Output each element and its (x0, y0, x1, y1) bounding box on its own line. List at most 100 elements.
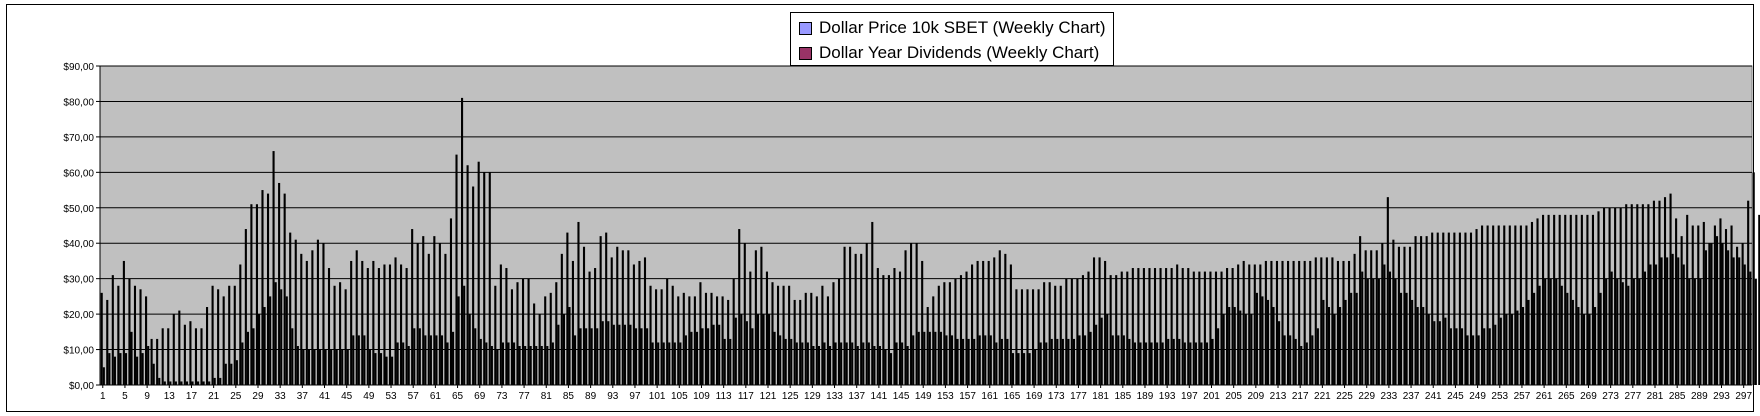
x-tick-label: 201 (1203, 391, 1220, 402)
bar-price (1625, 204, 1628, 385)
legend-label-price: Dollar Price 10k SBET (Weekly Chart) (819, 18, 1106, 37)
bar-price (106, 299, 109, 385)
bar-dividends (662, 342, 665, 385)
bar-price (1159, 268, 1162, 385)
bar-price (1364, 250, 1367, 385)
bar-price (278, 182, 281, 385)
bar-dividends (102, 367, 105, 385)
bar-dividends (1355, 292, 1358, 385)
x-tick-label: 197 (1181, 391, 1198, 402)
bar-dividends (679, 342, 682, 385)
bar-price (749, 271, 752, 385)
bar-price (355, 250, 358, 385)
bar-dividends (1156, 342, 1159, 385)
bar-dividends (257, 314, 261, 385)
bar-price (1680, 236, 1683, 385)
bar-price (183, 324, 186, 385)
x-tick-label: 297 (1735, 391, 1752, 402)
bar-price (1547, 214, 1550, 385)
bar-dividends (1233, 307, 1236, 385)
x-tick-label: 221 (1314, 391, 1331, 402)
bar-dividends (208, 381, 211, 385)
bar-price (239, 264, 242, 385)
bar-dividends (346, 349, 349, 385)
bar-price (1004, 253, 1007, 385)
bar-price (361, 260, 364, 385)
bar-dividends (779, 335, 782, 385)
x-tick-label: 177 (1070, 391, 1087, 402)
x-tick-label: 29 (252, 391, 264, 402)
bar-price (971, 264, 974, 385)
bar-dividends (1749, 271, 1752, 385)
bar-price (954, 278, 957, 385)
x-tick-label: 133 (826, 391, 843, 402)
bar-price (566, 232, 569, 385)
bar-dividends (618, 324, 621, 385)
bar-dividends (1383, 264, 1386, 385)
bar-price (422, 236, 425, 385)
bar-dividends (1610, 271, 1613, 385)
bar-price (416, 243, 419, 385)
bar-dividends (834, 342, 837, 385)
bar-dividends (917, 331, 920, 385)
x-tick-label: 101 (649, 391, 666, 402)
bar-dividends (174, 381, 177, 385)
bar-price (1043, 282, 1046, 385)
bar-price (1059, 285, 1062, 385)
bar-price (1481, 225, 1484, 385)
bar-price (1558, 214, 1561, 385)
bar-dividends (1377, 278, 1380, 385)
bar-dividends (668, 342, 671, 385)
bar-dividends (1172, 338, 1175, 385)
bar-dividends (646, 328, 649, 385)
bar-dividends (995, 342, 998, 385)
bar-price (322, 243, 325, 385)
bar-dividends (1294, 338, 1297, 385)
bar-dividends (241, 342, 244, 385)
bar-price (1408, 246, 1412, 385)
bar-price (272, 151, 275, 385)
bar-price (998, 250, 1001, 385)
bar-price (538, 314, 541, 385)
bar-price (1209, 271, 1212, 385)
bar-price (1431, 232, 1434, 385)
bar-dividends (1050, 338, 1053, 385)
bar-price (161, 328, 164, 385)
bar-dividends (828, 346, 832, 385)
bar-price (516, 282, 519, 385)
bar-dividends (1488, 328, 1491, 385)
legend-item-dividends: Dollar Year Dividends (Weekly Chart) (799, 43, 1107, 63)
bar-dividends (402, 342, 405, 385)
bar-price (100, 292, 103, 385)
bar-dividends (141, 353, 144, 385)
bar-price (910, 243, 913, 385)
bar-price (311, 250, 314, 385)
bar-dividends (1117, 335, 1120, 385)
x-tick-label: 205 (1225, 391, 1242, 402)
bar-price (1658, 200, 1661, 385)
bar-dividends (1167, 338, 1170, 385)
x-tick-label: 45 (341, 391, 353, 402)
bar-price (1309, 260, 1312, 385)
y-tick-label: $80,00 (63, 97, 94, 108)
bar-dividends (1333, 314, 1336, 385)
bar-dividends (884, 349, 887, 385)
bar-dividends (1344, 299, 1347, 385)
bar-dividends (756, 314, 760, 385)
bar-dividends (823, 342, 826, 385)
x-tick-label: 141 (871, 391, 888, 402)
bar-dividends (1710, 243, 1713, 385)
bar-dividends (690, 331, 693, 385)
bar-dividends (1472, 335, 1475, 385)
bar-price (915, 243, 918, 385)
bar-price (139, 289, 142, 385)
x-tick-label: 93 (607, 391, 619, 402)
bar-price (305, 260, 308, 385)
bar-dividends (1549, 278, 1552, 385)
bar-price (222, 296, 225, 385)
bar-price (1497, 225, 1500, 385)
bar-price (1137, 268, 1140, 385)
bar-price (926, 307, 929, 385)
x-tick-label: 137 (848, 391, 865, 402)
bar-price (582, 246, 586, 385)
